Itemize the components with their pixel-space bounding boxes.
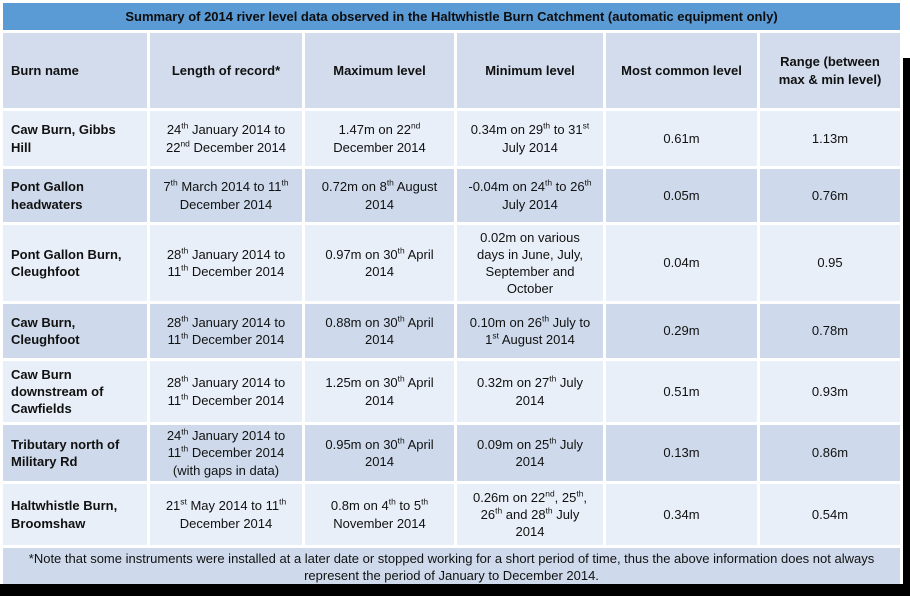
river-level-table: Burn name Length of record* Maximum leve…: [0, 30, 903, 590]
table-row: Caw Burn downstream of Cawfields 28th Jan…: [3, 361, 900, 422]
column-header-burn-name: Burn name: [3, 33, 147, 108]
cell-length-of-record: 21st May 2014 to 11th December 2014: [150, 484, 302, 545]
cell-most-common-level: 0.61m: [606, 111, 757, 166]
table-row: Pont Gallon Burn, Cleughfoot 28th January…: [3, 225, 900, 301]
cell-maximum-level: 0.95m on 30th April 2014: [305, 425, 454, 481]
cell-most-common-level: 0.51m: [606, 361, 757, 422]
cell-most-common-level: 0.13m: [606, 425, 757, 481]
cell-range: 0.93m: [760, 361, 900, 422]
cell-length-of-record: 7th March 2014 to 11th December 2014: [150, 169, 302, 222]
cell-burn-name: Pont Gallon headwaters: [3, 169, 147, 222]
cell-maximum-level: 0.97m on 30th April 2014: [305, 225, 454, 301]
cell-maximum-level: 0.8m on 4th to 5th November 2014: [305, 484, 454, 545]
cell-minimum-level: -0.04m on 24th to 26th July 2014: [457, 169, 603, 222]
cell-length-of-record: 28th January 2014 to 11th December 2014: [150, 361, 302, 422]
image-shadow-bottom: [0, 584, 910, 596]
cell-range: 0.54m: [760, 484, 900, 545]
footnote: *Note that some instruments were install…: [3, 548, 900, 587]
cell-range: 0.78m: [760, 304, 900, 358]
cell-most-common-level: 0.34m: [606, 484, 757, 545]
cell-minimum-level: 0.09m on 25th July 2014: [457, 425, 603, 481]
cell-range: 0.76m: [760, 169, 900, 222]
table-row: Haltwhistle Burn, Broomshaw 21st May 2014…: [3, 484, 900, 545]
cell-most-common-level: 0.05m: [606, 169, 757, 222]
cell-maximum-level: 1.25m on 30th April 2014: [305, 361, 454, 422]
cell-minimum-level: 0.34m on 29th to 31st July 2014: [457, 111, 603, 166]
cell-maximum-level: 1.47m on 22nd December 2014: [305, 111, 454, 166]
cell-most-common-level: 0.04m: [606, 225, 757, 301]
cell-range: 0.95: [760, 225, 900, 301]
cell-burn-name: Pont Gallon Burn, Cleughfoot: [3, 225, 147, 301]
column-header-length-of-record: Length of record*: [150, 33, 302, 108]
cell-minimum-level: 0.02m on various days in June, July, Sep…: [457, 225, 603, 301]
cell-burn-name: Caw Burn, Gibbs Hill: [3, 111, 147, 166]
cell-burn-name: Caw Burn downstream of Cawfields: [3, 361, 147, 422]
cell-length-of-record: 24th January 2014 to 11th December 2014 …: [150, 425, 302, 481]
image-shadow-right: [903, 58, 910, 596]
column-header-range: Range (between max & min level): [760, 33, 900, 108]
cell-range: 0.86m: [760, 425, 900, 481]
cell-burn-name: Haltwhistle Burn, Broomshaw: [3, 484, 147, 545]
column-header-most-common-level: Most common level: [606, 33, 757, 108]
table-title: Summary of 2014 river level data observe…: [3, 3, 900, 30]
cell-range: 1.13m: [760, 111, 900, 166]
column-header-minimum-level: Minimum level: [457, 33, 603, 108]
cell-maximum-level: 0.72m on 8th August 2014: [305, 169, 454, 222]
cell-maximum-level: 0.88m on 30th April 2014: [305, 304, 454, 358]
table-figure: Summary of 2014 river level data observe…: [3, 3, 900, 587]
table-footer: *Note that some instruments were install…: [3, 548, 900, 587]
table-row: Tributary north of Military Rd 24th Janua…: [3, 425, 900, 481]
table-row: Pont Gallon headwaters 7th March 2014 to …: [3, 169, 900, 222]
table-row: Caw Burn, Cleughfoot 28th January 2014 to…: [3, 304, 900, 358]
cell-most-common-level: 0.29m: [606, 304, 757, 358]
cell-minimum-level: 0.10m on 26th July to 1st August 2014: [457, 304, 603, 358]
cell-minimum-level: 0.32m on 27th July 2014: [457, 361, 603, 422]
table-row: Caw Burn, Gibbs Hill 24th January 2014 to…: [3, 111, 900, 166]
table-body: Caw Burn, Gibbs Hill 24th January 2014 to…: [3, 111, 900, 545]
column-header-maximum-level: Maximum level: [305, 33, 454, 108]
cell-length-of-record: 24th January 2014 to 22nd December 2014: [150, 111, 302, 166]
cell-minimum-level: 0.26m on 22nd, 25th, 26th and 28th July …: [457, 484, 603, 545]
cell-length-of-record: 28th January 2014 to 11th December 2014: [150, 225, 302, 301]
cell-burn-name: Tributary north of Military Rd: [3, 425, 147, 481]
cell-length-of-record: 28th January 2014 to 11th December 2014: [150, 304, 302, 358]
cell-burn-name: Caw Burn, Cleughfoot: [3, 304, 147, 358]
table-header-row: Burn name Length of record* Maximum leve…: [3, 33, 900, 108]
